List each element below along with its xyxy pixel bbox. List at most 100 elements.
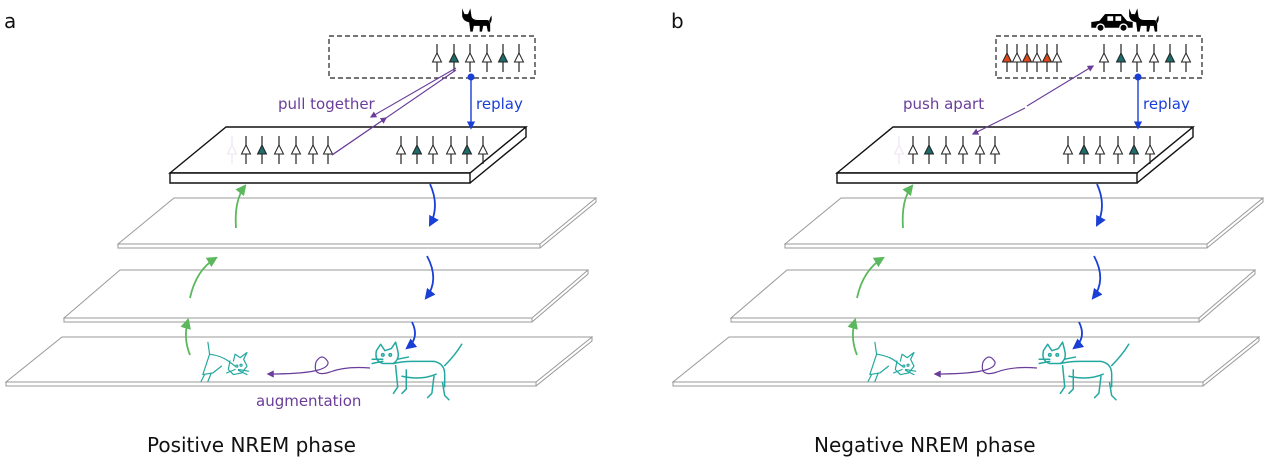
slab-neuron (974, 136, 986, 164)
blue-arrow-1 (1095, 183, 1106, 227)
box-neuron (1001, 44, 1013, 72)
slab-neuron-soma (256, 143, 268, 155)
panel-caption: Negative NREM phase (814, 433, 1036, 457)
box-neuron (1164, 44, 1176, 72)
box-neuron (1098, 44, 1110, 72)
pull-arrow-1 (369, 67, 457, 118)
layer-slab-1-side (535, 337, 593, 387)
slab-neuron-soma (989, 143, 1001, 155)
box-neuron (448, 44, 460, 72)
push-arrow-1 (1026, 65, 1095, 107)
layer-slab-2 (729, 269, 1257, 323)
slab-neuron (427, 136, 439, 164)
replay-label: replay (1143, 95, 1190, 113)
slab-neuron-soma (461, 143, 473, 155)
layer-slab-3 (116, 197, 598, 249)
blue-arrow-3 (405, 321, 418, 350)
augmentation-arrow (266, 356, 371, 378)
augmentation-label: augmentation (256, 392, 361, 410)
slab-neuron-soma (477, 143, 489, 155)
slab-neuron (226, 136, 238, 164)
box-neuron-soma (1164, 51, 1176, 63)
box-neuron-soma (1021, 51, 1033, 63)
slab-neuron (1128, 136, 1140, 164)
layer-slab-2-side (531, 270, 589, 323)
layer-slab-1-top (671, 336, 1261, 383)
slab-neuron-soma (445, 143, 457, 155)
slab-neuron-soma (1112, 143, 1124, 155)
panel-a: a replay pull together augmentation Positive… (4, 8, 598, 457)
box-neuron-soma (513, 51, 525, 63)
slab-neuron-soma (411, 143, 423, 155)
blue-arrow-3 (1072, 321, 1085, 350)
slab-neuron (1112, 136, 1124, 164)
box-neuron (1051, 44, 1063, 72)
panel-letter: a (4, 9, 16, 33)
layer-slab-2-top (62, 269, 590, 319)
layer-slab-3-side (539, 198, 597, 249)
box-neuron (1021, 44, 1033, 72)
blue-arrow-2 (1091, 255, 1103, 300)
slab-neuron-soma (273, 143, 285, 155)
augmentation-arrow (933, 356, 1038, 378)
box-neuron (464, 44, 476, 72)
slab-neuron (989, 136, 1001, 164)
top-layer-slab-side (469, 127, 527, 184)
box-neuron-soma (1041, 51, 1053, 63)
box-neuron (1148, 44, 1160, 72)
box-neuron (1011, 44, 1023, 72)
box-neuron-soma (464, 51, 476, 63)
slab-neuron (940, 136, 952, 164)
panel-letter: b (671, 9, 684, 33)
push-arrow-2 (971, 107, 1026, 135)
memory-box (328, 35, 536, 79)
layer-slab-2-front (730, 317, 1200, 323)
slab-neuron (411, 136, 423, 164)
green-arrow-2 (856, 256, 885, 299)
slab-neuron (395, 136, 407, 164)
slab-neuron-soma (1128, 143, 1140, 155)
blue-arrow-2 (424, 255, 436, 300)
box-neuron (513, 44, 525, 72)
top-layer-slab (835, 126, 1195, 184)
slab-neuron-soma (395, 143, 407, 155)
slab-neuron (1094, 136, 1106, 164)
push-apart-label: push apart (903, 95, 984, 113)
slab-neuron (1144, 136, 1156, 164)
slab-neuron-soma (290, 143, 302, 155)
box-neuron-soma (1011, 51, 1023, 63)
panel-b: b replay push apart Negative NREM phase (671, 8, 1265, 457)
layer-slab-1 (671, 336, 1261, 387)
slab-neuron (477, 136, 489, 164)
slab-neuron (1062, 136, 1074, 164)
box-neuron-soma (1115, 51, 1127, 63)
slab-neuron-soma (940, 143, 952, 155)
replay-label: replay (476, 95, 523, 113)
slab-neuron (461, 136, 473, 164)
top-layer-slab-top (835, 126, 1195, 174)
slab-neuron (923, 136, 935, 164)
layer-slab-1-top (4, 336, 594, 383)
slab-neuron-soma (923, 143, 935, 155)
top-layer-slab (168, 126, 528, 184)
box-neuron (431, 44, 443, 72)
box-neuron (1180, 44, 1192, 72)
box-neuron-soma (1180, 51, 1192, 63)
box-neuron (497, 44, 509, 72)
box-neuron (481, 44, 493, 72)
box-neuron-soma (431, 51, 443, 63)
slab-neuron-soma (957, 143, 969, 155)
layer-slab-2-top (729, 269, 1257, 319)
layer-slab-1-front (5, 381, 537, 387)
panel-caption: Positive NREM phase (147, 433, 356, 457)
slab-neuron-soma (240, 143, 252, 155)
box-neuron-soma (1051, 51, 1063, 63)
slab-neuron (240, 136, 252, 164)
green-arrow-1 (180, 317, 191, 356)
layer-slab-2-side (1198, 270, 1256, 323)
layer-slab-3-front (117, 243, 541, 249)
box-neuron (1131, 44, 1143, 72)
box-neuron-soma (1001, 51, 1013, 63)
layer-slab-1 (4, 336, 594, 387)
slab-neuron (273, 136, 285, 164)
